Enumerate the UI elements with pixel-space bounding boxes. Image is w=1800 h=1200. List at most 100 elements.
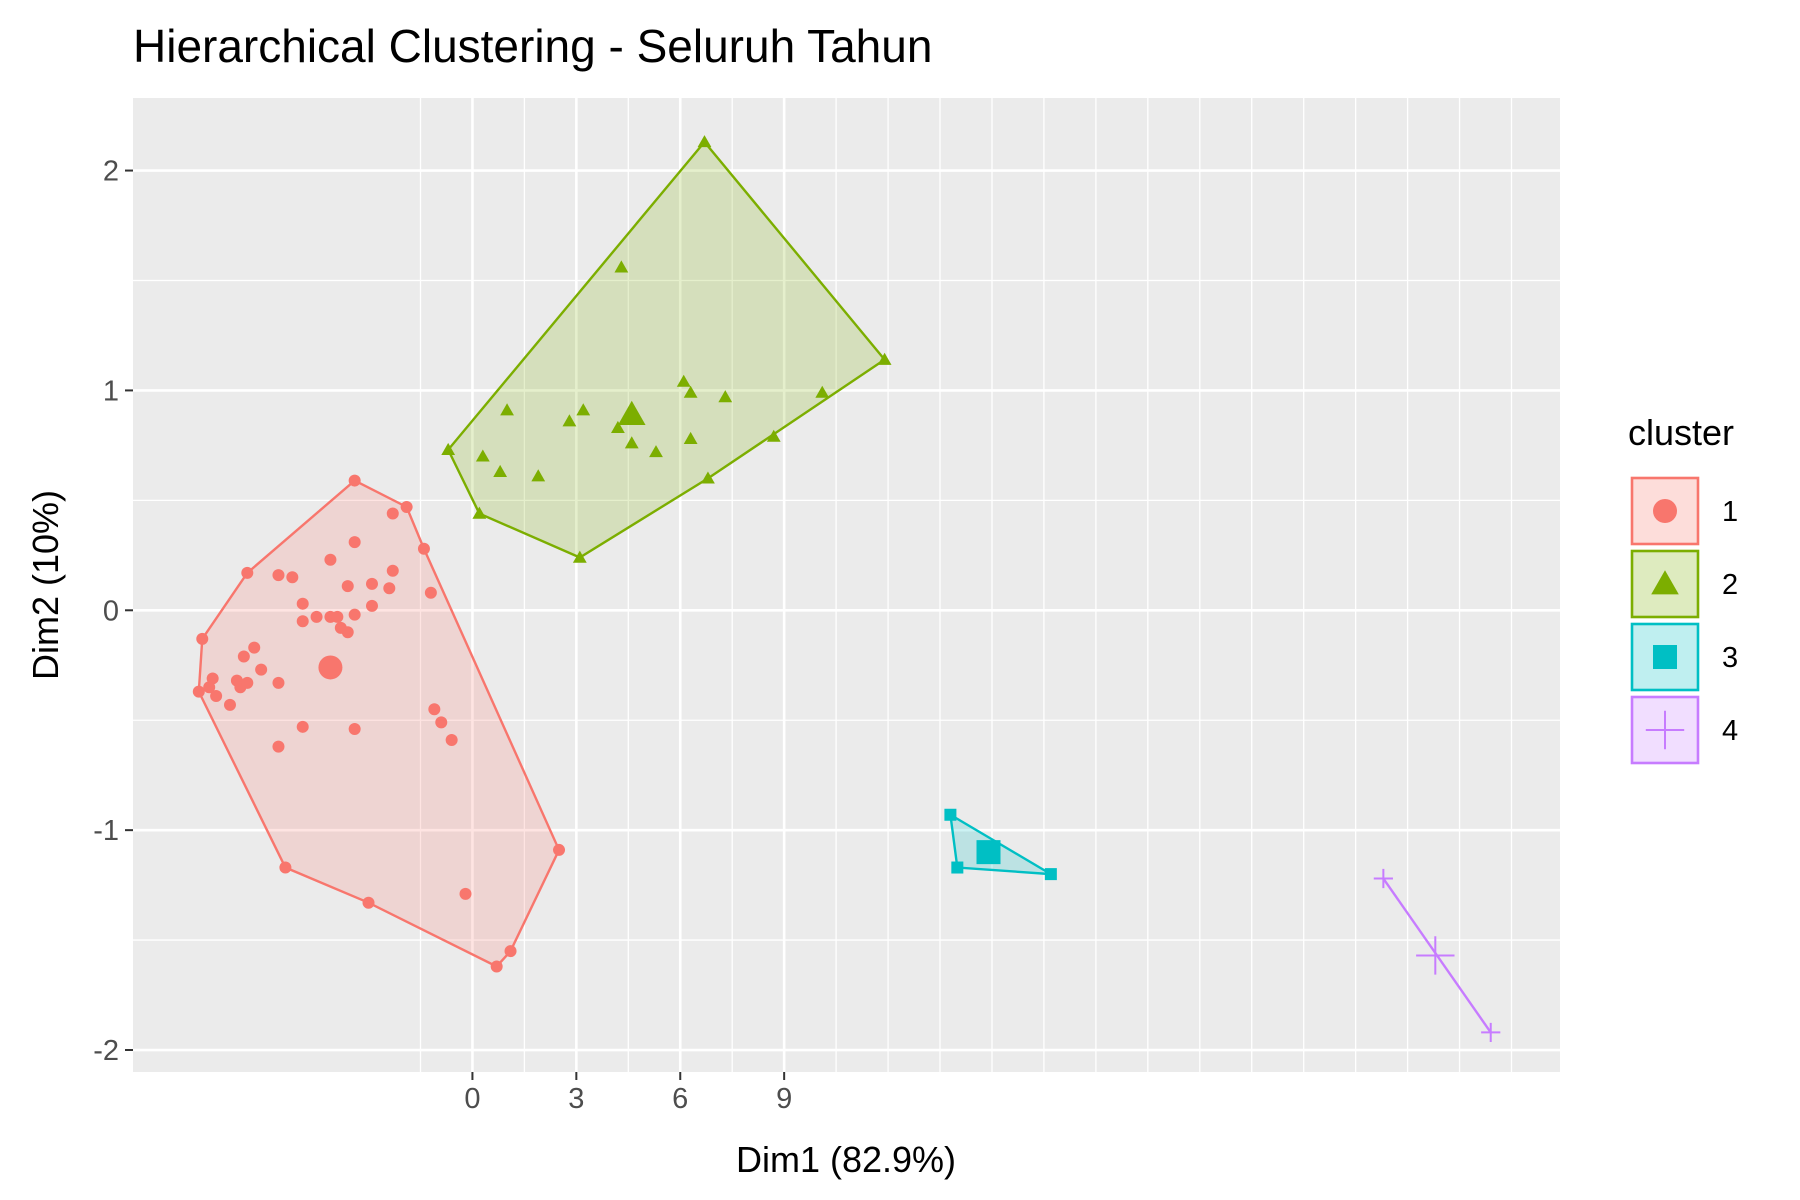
cluster-1-point bbox=[365, 599, 378, 612]
cluster-2-point bbox=[572, 550, 587, 563]
cluster-2-point bbox=[683, 431, 698, 444]
axes: 0 3 6 9 -2 -1 0 1 2 bbox=[93, 156, 792, 1115]
cluster-1-point bbox=[383, 582, 396, 595]
cluster-1-point bbox=[459, 887, 472, 900]
cluster-1-point bbox=[504, 945, 517, 958]
cluster-1-point bbox=[445, 734, 458, 747]
cluster-2-point bbox=[500, 403, 514, 416]
cluster-2-point bbox=[576, 403, 591, 416]
cluster-1-point bbox=[296, 615, 309, 628]
y-tick-label: 2 bbox=[103, 156, 119, 188]
cluster-2-point bbox=[472, 506, 487, 519]
cluster-2-point bbox=[701, 471, 715, 484]
x-tick-label: 0 bbox=[464, 1083, 480, 1115]
cluster-1-point bbox=[400, 500, 413, 513]
cluster-1-point bbox=[296, 720, 309, 733]
cluster-1-point bbox=[553, 843, 566, 856]
x-tick-label: 9 bbox=[776, 1083, 792, 1115]
cluster-2-point bbox=[614, 260, 629, 273]
chart-title: Hierarchical Clustering - Seluruh Tahun bbox=[133, 20, 932, 72]
cluster-1-point bbox=[435, 716, 448, 729]
x-tick-label: 3 bbox=[568, 1083, 584, 1115]
legend-key-marker-3 bbox=[1653, 645, 1677, 669]
cluster-3-point bbox=[1044, 868, 1057, 881]
cluster-1-point bbox=[296, 597, 309, 610]
cluster-1-point bbox=[428, 703, 441, 716]
cluster-1-point bbox=[341, 580, 354, 593]
cluster-2-point bbox=[697, 135, 712, 148]
cluster-1-point bbox=[241, 566, 254, 579]
legend-key-marker-1 bbox=[1653, 499, 1677, 523]
x-tick-label: 6 bbox=[672, 1083, 688, 1115]
cluster-1-point bbox=[272, 676, 285, 689]
legend-label: 1 bbox=[1722, 496, 1738, 528]
cluster-1-point bbox=[490, 960, 503, 973]
cluster-2-point bbox=[766, 429, 781, 442]
cluster-1-point bbox=[192, 685, 205, 698]
cluster-3-hull bbox=[948, 812, 1052, 876]
cluster-points bbox=[192, 135, 1501, 1043]
legend: cluster 1 2 3 4 bbox=[1628, 412, 1738, 765]
cluster-2-point bbox=[877, 352, 892, 365]
cluster-1-point bbox=[210, 690, 223, 703]
cluster-1-point bbox=[237, 650, 250, 663]
cluster-1-point bbox=[255, 663, 268, 676]
cluster-1-point bbox=[386, 564, 399, 577]
cluster-2-point bbox=[611, 420, 625, 433]
cluster-1-point bbox=[272, 569, 285, 582]
cluster-2-point bbox=[531, 469, 546, 482]
cluster-4-point bbox=[1481, 1022, 1501, 1043]
cluster-1-point bbox=[348, 608, 361, 621]
cluster-1-point bbox=[365, 577, 378, 590]
cluster-1-point bbox=[348, 723, 361, 736]
cluster-2-point bbox=[562, 414, 577, 427]
y-tick-label: -2 bbox=[93, 1035, 119, 1067]
cluster-1-centroid bbox=[318, 655, 343, 680]
cluster-2-point bbox=[649, 445, 663, 458]
cluster-2-point bbox=[493, 464, 508, 477]
cluster-1-hull bbox=[197, 479, 561, 968]
legend-key-marker-4 bbox=[1645, 710, 1685, 750]
legend-label: 2 bbox=[1722, 569, 1738, 601]
cluster-2-point bbox=[676, 374, 691, 387]
y-tick-label: 1 bbox=[103, 375, 119, 407]
cluster-1-point bbox=[341, 626, 354, 639]
cluster-1-point bbox=[272, 740, 285, 753]
cluster-2-point bbox=[475, 449, 490, 462]
cluster-1-point bbox=[324, 553, 337, 566]
y-axis-title: Dim2 (10%) bbox=[25, 490, 66, 680]
legend-title: cluster bbox=[1628, 412, 1734, 453]
cluster-2-point bbox=[815, 385, 830, 398]
cluster-4-centroid bbox=[1416, 936, 1455, 975]
cluster-1-point bbox=[348, 536, 361, 549]
cluster-2-point bbox=[441, 442, 456, 455]
legend-key-marker-2 bbox=[1651, 570, 1679, 595]
cluster-1-point bbox=[348, 474, 361, 487]
cluster-1-point bbox=[417, 542, 430, 555]
cluster-1-point bbox=[196, 632, 209, 645]
cluster-2-centroid bbox=[617, 400, 646, 425]
cluster-3-centroid bbox=[976, 840, 1001, 865]
cluster-1-point bbox=[424, 586, 437, 599]
cluster-1-point bbox=[248, 641, 261, 654]
y-tick-label: -1 bbox=[93, 815, 119, 847]
y-tick-label: 0 bbox=[103, 595, 119, 627]
cluster-1-point bbox=[241, 676, 254, 689]
cluster-1-point bbox=[310, 610, 323, 623]
cluster-2-point bbox=[683, 385, 698, 398]
legend-label: 3 bbox=[1722, 642, 1738, 674]
cluster-1-point bbox=[331, 610, 344, 623]
cluster-1-point bbox=[223, 698, 236, 711]
cluster-1-point bbox=[386, 507, 399, 520]
grid-lines bbox=[133, 98, 1560, 1072]
cluster-1-point bbox=[362, 896, 375, 909]
cluster-2-point bbox=[718, 390, 733, 403]
cluster-1-point bbox=[279, 861, 292, 874]
cluster-3-point bbox=[951, 861, 964, 874]
cluster-1-point bbox=[206, 672, 219, 685]
x-axis-title: Dim1 (82.9%) bbox=[736, 1139, 956, 1180]
legend-label: 4 bbox=[1722, 715, 1738, 747]
cluster-2-point bbox=[624, 436, 639, 449]
cluster-3-point bbox=[944, 808, 957, 821]
